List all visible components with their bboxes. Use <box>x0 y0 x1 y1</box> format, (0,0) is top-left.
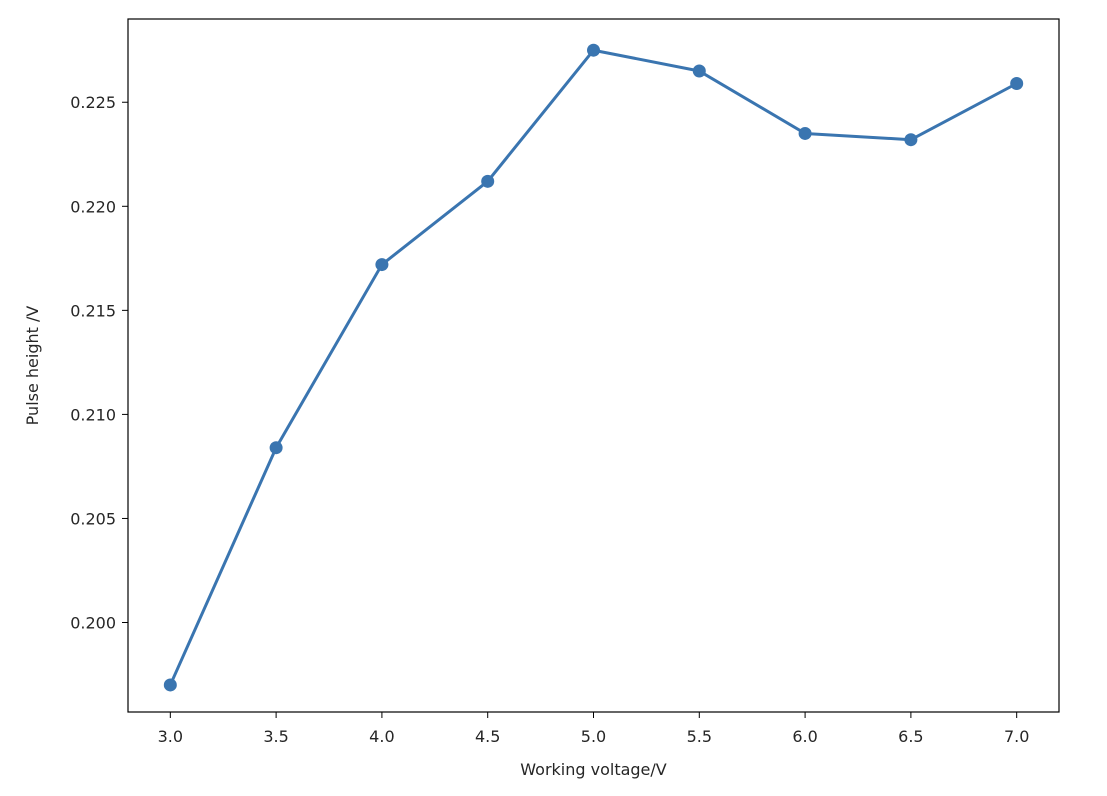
y-tick-label: 0.225 <box>70 93 116 112</box>
data-point <box>587 43 600 57</box>
y-tick-label: 0.210 <box>70 405 116 424</box>
data-point <box>375 258 389 272</box>
data-point <box>269 441 283 455</box>
plot-area-frame <box>127 18 1060 713</box>
y-axis-label: Pulse height /V <box>23 306 42 426</box>
series-line <box>168 48 1019 687</box>
x-tick-label: 6.5 <box>898 727 923 746</box>
x-tick-label: 4.0 <box>369 727 394 746</box>
x-tick-label: 6.0 <box>792 727 817 746</box>
x-axis-label: Working voltage/V <box>520 760 667 779</box>
x-tick-label: 4.5 <box>475 727 500 746</box>
x-tick-label: 3.5 <box>263 727 288 746</box>
y-axis-ticks: 0.200 0.205 0.210 0.215 0.220 0.225 <box>70 93 128 633</box>
data-point <box>692 64 706 78</box>
x-tick-label: 7.0 <box>1004 727 1029 746</box>
data-point <box>798 126 812 140</box>
data-point <box>904 133 918 147</box>
data-point <box>1010 77 1024 91</box>
data-point <box>481 174 495 188</box>
x-tick-label: 5.5 <box>687 727 712 746</box>
y-tick-label: 0.205 <box>70 509 116 528</box>
y-tick-label: 0.220 <box>70 197 116 216</box>
y-tick-label: 0.215 <box>70 301 116 320</box>
data-point <box>163 678 177 692</box>
y-tick-label: 0.200 <box>70 614 116 633</box>
x-tick-label: 5.0 <box>581 727 606 746</box>
x-axis-ticks: 3.0 3.5 4.0 4.5 5.0 5.5 6.0 6.5 7.0 <box>158 712 1029 746</box>
x-tick-label: 3.0 <box>158 727 183 746</box>
series-layer <box>163 43 1024 692</box>
